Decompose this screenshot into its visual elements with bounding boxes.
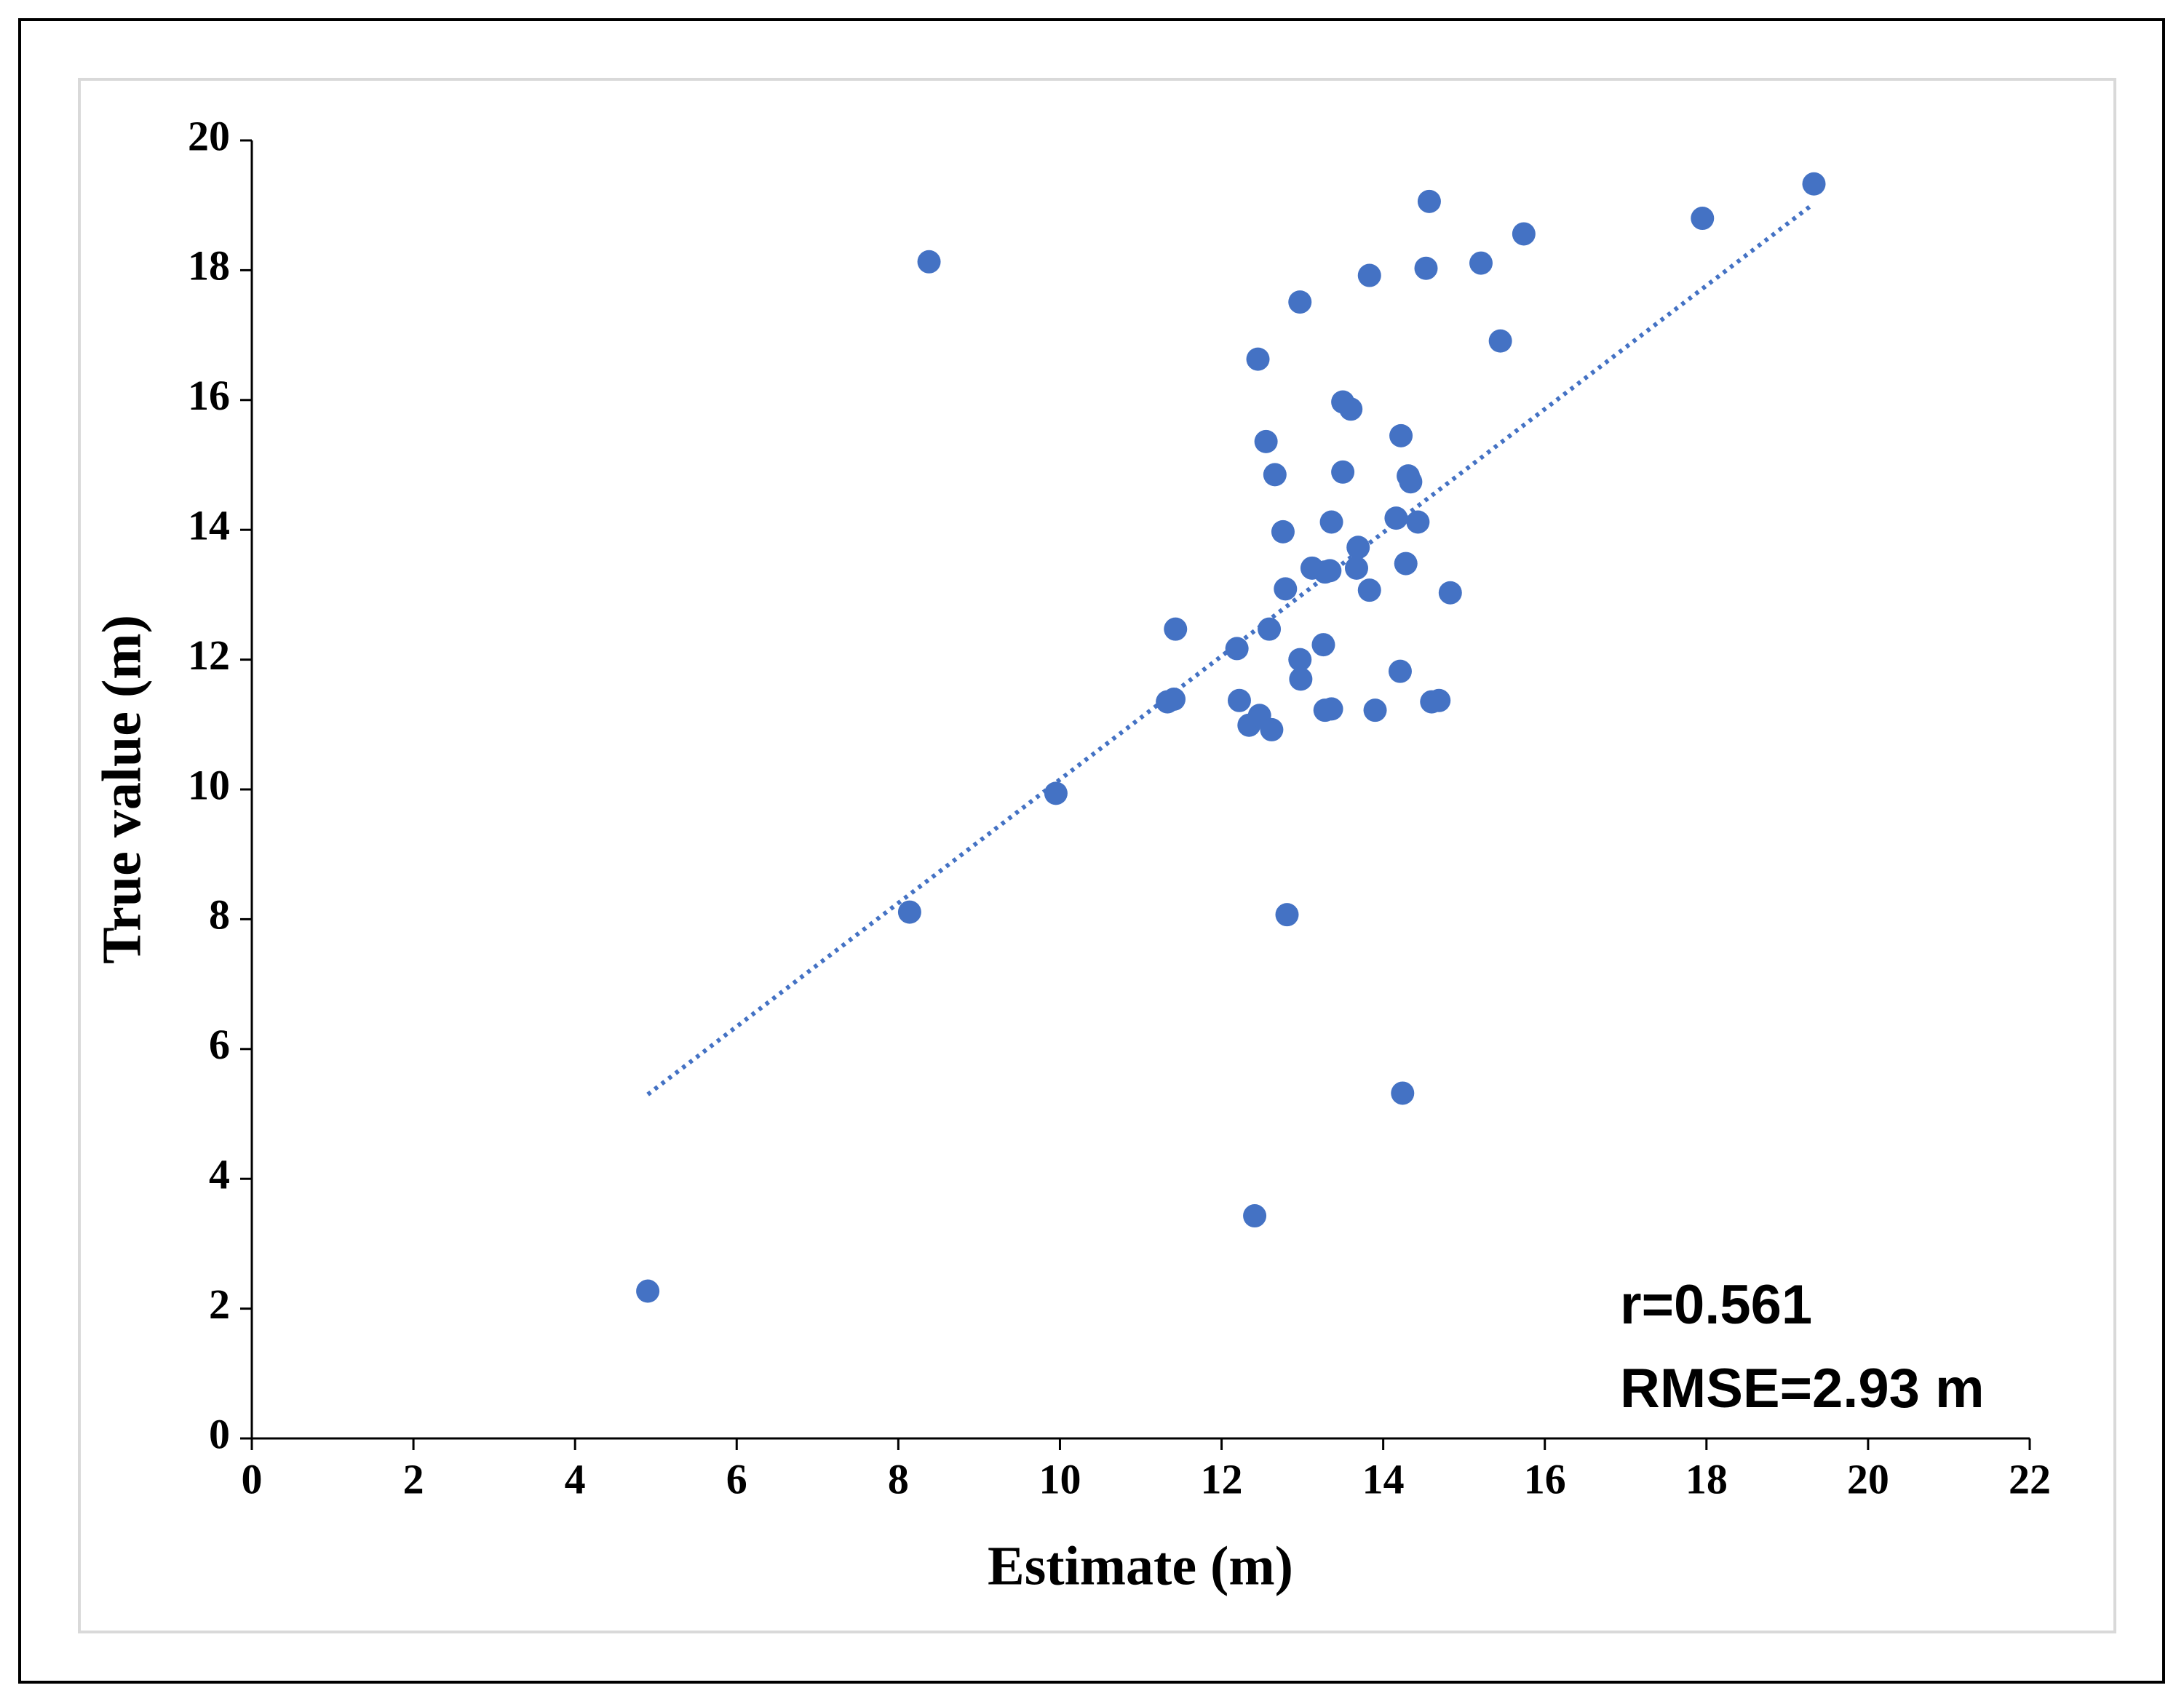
point (1271, 519, 1295, 544)
x-axis-label: Estimate (m) (988, 1535, 1293, 1596)
point (1391, 1081, 1415, 1105)
point (1044, 781, 1068, 805)
point (1339, 397, 1363, 421)
point (1331, 460, 1355, 484)
point (1225, 637, 1249, 661)
point (1417, 189, 1441, 213)
point (1263, 463, 1287, 487)
point (1344, 556, 1368, 580)
point (1227, 688, 1251, 712)
annotation: r=0.561 (1620, 1274, 1812, 1336)
point (1254, 429, 1278, 453)
x-tick-label: 8 (888, 1455, 909, 1502)
point (1346, 536, 1370, 560)
y-tick-label: 14 (188, 502, 230, 549)
point (1427, 688, 1451, 712)
point (1384, 506, 1408, 530)
y-tick-label: 20 (188, 112, 230, 159)
point (1414, 256, 1438, 280)
point (1388, 659, 1412, 683)
point (1274, 577, 1298, 601)
x-tick-label: 14 (1362, 1455, 1405, 1502)
x-tick-label: 6 (726, 1455, 747, 1502)
point (1164, 617, 1188, 641)
x-tick-label: 16 (1524, 1455, 1566, 1502)
y-tick-label: 0 (209, 1410, 230, 1457)
y-tick-label: 8 (209, 891, 230, 939)
point (1357, 263, 1381, 287)
y-axis-label: True value (m) (91, 615, 152, 964)
point (1288, 648, 1312, 672)
x-tick-label: 0 (242, 1455, 263, 1502)
point (636, 1279, 660, 1303)
point (1357, 578, 1381, 602)
point (917, 250, 941, 274)
point (1260, 717, 1284, 741)
outer-frame (18, 18, 2165, 1684)
point (897, 900, 921, 924)
x-tick-label: 18 (1685, 1455, 1728, 1502)
point (1394, 552, 1418, 576)
point (1275, 903, 1299, 927)
point (1389, 423, 1413, 447)
point (1488, 329, 1512, 353)
y-tick-label: 6 (209, 1021, 230, 1068)
point (1469, 251, 1493, 275)
x-tick-label: 10 (1039, 1455, 1081, 1502)
point (1311, 633, 1335, 657)
chart-area-frame (78, 78, 2116, 1633)
x-tick-label: 22 (2009, 1455, 2051, 1502)
x-tick-label: 4 (565, 1455, 586, 1502)
y-tick-label: 12 (188, 632, 230, 679)
point (1406, 510, 1430, 534)
point (1319, 510, 1343, 534)
point (1438, 581, 1462, 605)
point (1246, 347, 1270, 371)
point (1319, 697, 1343, 721)
point (1288, 290, 1312, 314)
point (1243, 1204, 1267, 1228)
point (1258, 617, 1282, 641)
annotation: RMSE=2.93 m (1620, 1358, 1985, 1420)
point (1318, 559, 1342, 583)
point (1162, 688, 1186, 712)
y-tick-label: 2 (209, 1281, 230, 1328)
point (1691, 207, 1715, 231)
y-tick-label: 10 (188, 761, 230, 808)
point (1399, 470, 1423, 494)
y-tick-label: 4 (209, 1151, 230, 1198)
x-tick-label: 12 (1201, 1455, 1243, 1502)
y-tick-label: 18 (188, 242, 230, 290)
point (1289, 667, 1313, 691)
x-tick-label: 2 (403, 1455, 424, 1502)
point (1363, 698, 1387, 722)
point (1802, 172, 1826, 196)
x-tick-label: 20 (1847, 1455, 1889, 1502)
point (1512, 222, 1536, 246)
y-tick-label: 16 (188, 372, 230, 419)
